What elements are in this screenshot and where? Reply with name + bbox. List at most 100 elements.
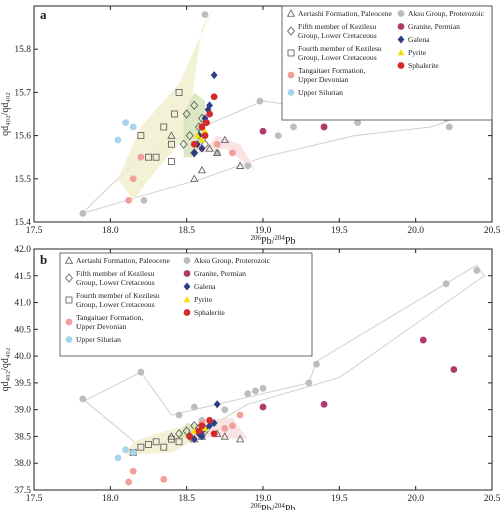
point-pyrite-2 (198, 136, 206, 143)
legend-label: Pyrite (194, 295, 213, 304)
point-sphalerite-0 (190, 140, 198, 148)
y-tick-label: 40.5 (14, 325, 31, 335)
point-fourth-7 (167, 158, 175, 165)
legend-label: Upper Devonian (76, 322, 127, 331)
legend-marker-7 (397, 49, 405, 56)
point-galena-5 (204, 105, 212, 114)
point-sphalerite-2 (201, 132, 209, 140)
point-sphalerite-3 (206, 110, 213, 118)
legend-marker-4 (287, 49, 295, 57)
y-tick-label: 38.5 (14, 432, 31, 442)
point-aertashi-4 (236, 434, 245, 443)
y-tick-label: 15.8 (14, 45, 31, 55)
point-fourth-4 (167, 140, 175, 148)
point-tangaitaer-2 (137, 153, 145, 161)
point-fifth-0 (182, 109, 191, 119)
legend-label: Fourth member of Kezilesu (76, 291, 160, 300)
legend-label: Aertashi Formation, Paleocene (76, 256, 170, 265)
point-silurian-2 (129, 449, 137, 456)
field-area-0 (117, 6, 215, 201)
legend-label: Galena (194, 282, 216, 291)
legend-label: Group, Lower Cretaceous (298, 53, 377, 62)
point-aksu-6 (259, 384, 267, 392)
legend-label: Galena (408, 35, 430, 44)
point-aksu-11 (221, 406, 229, 414)
point-sphalerite-1 (198, 422, 206, 430)
point-fourth-0 (137, 443, 145, 451)
panel-letter: b (40, 252, 47, 267)
point-aksu-2 (175, 411, 183, 419)
point-fifth-2 (190, 100, 199, 110)
legend-label: Group, Lower Cretaceous (76, 278, 155, 287)
point-tangaitaer-3 (221, 425, 229, 432)
point-fourth-1 (145, 153, 152, 161)
point-aertashi-3 (213, 148, 222, 156)
point-galena-6 (206, 101, 213, 110)
point-sphalerite-0 (186, 433, 194, 440)
point-galena-7 (198, 432, 206, 441)
x-tick-label: 18.5 (178, 226, 195, 236)
legend-label: Aksu Group, Proterozoic (194, 256, 271, 265)
point-fourth-6 (175, 89, 183, 96)
point-granite-2 (419, 336, 427, 344)
legend-marker-3 (183, 270, 191, 277)
x-tick-label: 18.0 (102, 494, 119, 504)
y-tick-label: 37.5 (14, 486, 31, 496)
legend-marker-7 (183, 296, 191, 303)
legend-marker-5 (397, 35, 405, 44)
point-granite-0 (259, 403, 267, 411)
point-silurian-0 (122, 119, 129, 127)
legend-label: Upper Devonian (298, 75, 349, 84)
legend-label: Sphalerite (408, 61, 439, 70)
legend-label: Upper Silurian (298, 88, 343, 97)
point-galena-0 (190, 148, 198, 157)
x-tick-label: 20.5 (484, 494, 500, 504)
y-tick-label: 41.0 (14, 299, 31, 309)
x-tick-label: 19.0 (255, 494, 272, 504)
point-aksu-9 (442, 280, 450, 288)
point-silurian-2 (129, 123, 137, 131)
legend-marker-9 (397, 62, 405, 69)
legend-marker-1 (397, 10, 405, 17)
legend-marker-6 (287, 71, 295, 79)
legend: Aertashi Formation, Paleocene Aksu Group,… (59, 252, 313, 357)
point-tangaitaer-5 (236, 411, 244, 419)
point-aksu-5 (251, 387, 259, 395)
y-tick-label: 39.0 (14, 406, 31, 416)
x-tick-label: 17.5 (26, 494, 43, 504)
point-silurian-0 (114, 454, 122, 462)
point-tangaitaer-2 (160, 475, 168, 483)
legend: Aertashi Formation, Paleocene Aksu Group,… (281, 5, 493, 121)
point-granite-3 (450, 366, 458, 373)
y-tick-label: 15.4 (14, 218, 31, 228)
point-fourth-2 (152, 438, 160, 446)
point-galena-6 (213, 400, 221, 409)
legend-label: Aksu Group, Proterozoic (408, 9, 485, 18)
point-galena-8 (198, 144, 206, 153)
x-tick-label: 19.5 (331, 226, 348, 236)
legend-label: Aertashi Formation, Paleocene (298, 9, 392, 18)
point-fifth-7 (179, 139, 188, 149)
point-aksu-9 (445, 123, 453, 131)
point-aertashi-1 (190, 174, 199, 182)
point-tangaitaer-1 (129, 467, 137, 475)
point-sphalerite-4 (195, 427, 203, 435)
legend-label: Granite, Permian (408, 22, 460, 31)
legend-marker-8 (287, 89, 295, 96)
y-tick-label: 41.5 (14, 272, 31, 282)
point-fourth-5 (175, 438, 183, 446)
point-aksu-6 (354, 119, 362, 127)
x-tick-label: 18.0 (102, 226, 119, 236)
point-fifth-1 (185, 130, 194, 141)
plot-area (79, 264, 486, 486)
point-galena-0 (190, 435, 198, 444)
x-axis-label: 206Pb/204Pb (251, 502, 296, 510)
x-tick-label: 20.0 (407, 494, 424, 504)
point-sphalerite-2 (206, 416, 213, 424)
point-galena-7 (210, 71, 218, 80)
point-tangaitaer-0 (125, 478, 133, 486)
point-pyrite-0 (193, 132, 201, 139)
legend-marker-5 (183, 282, 191, 291)
x-tick-label: 20.5 (484, 226, 500, 236)
